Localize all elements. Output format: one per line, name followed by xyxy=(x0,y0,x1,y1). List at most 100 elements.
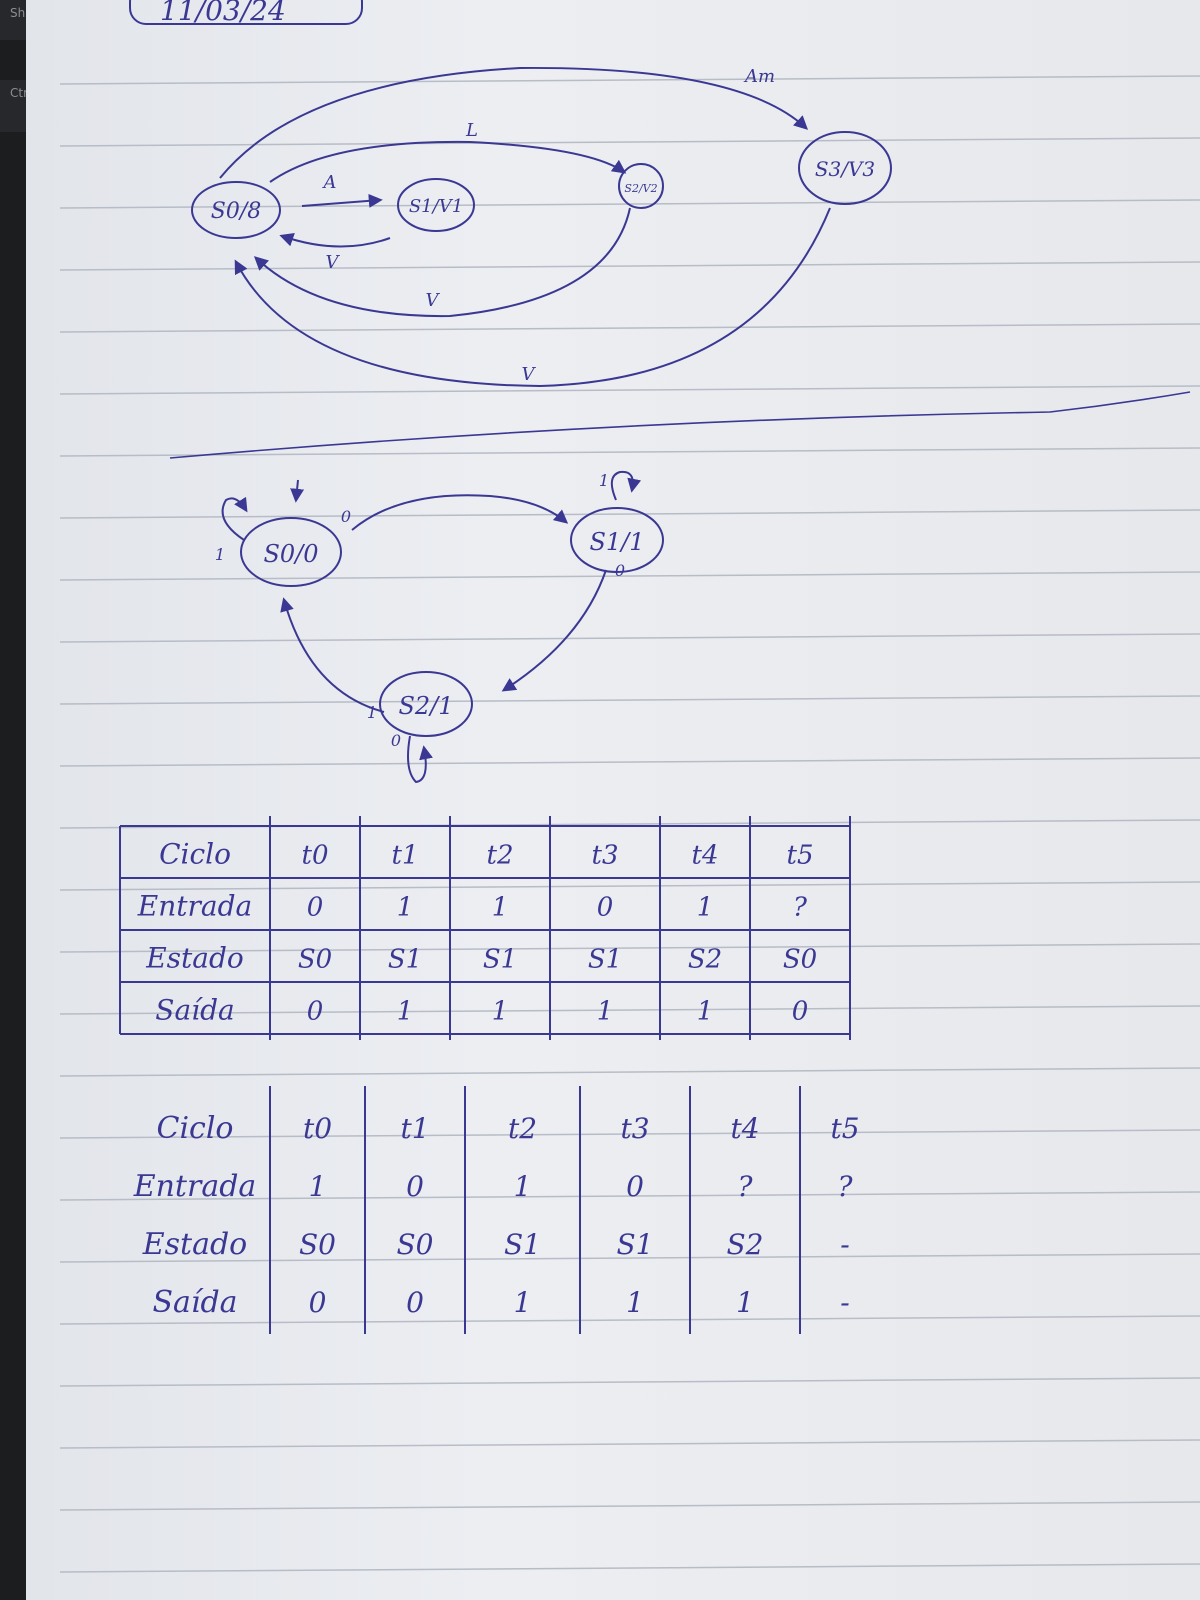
state-label-s2: S2/1 xyxy=(398,692,453,720)
ruled-line xyxy=(59,447,1200,457)
table-cell: Ciclo xyxy=(156,1111,233,1146)
state-label-s1: S1/1 xyxy=(589,528,644,556)
table-cell: 0 xyxy=(307,892,324,922)
state-circle xyxy=(618,163,664,209)
transition-label: 0 xyxy=(615,561,625,580)
ruled-line xyxy=(59,509,1200,519)
table-cell: Entrada xyxy=(133,1169,257,1204)
ruled-line xyxy=(59,943,1200,953)
table-cell: 1 xyxy=(697,892,714,922)
table-cell: 1 xyxy=(514,1170,532,1203)
table-cell: ? xyxy=(793,892,808,922)
table-cell: t1 xyxy=(392,840,419,870)
transition-label: V xyxy=(426,290,441,311)
transition-label: 1 xyxy=(367,703,377,722)
table-cell: 1 xyxy=(492,996,509,1026)
table-cell: t4 xyxy=(692,840,719,870)
scribble-line xyxy=(169,391,1191,459)
date-box: 11/03/24 xyxy=(129,0,363,27)
ruled-line xyxy=(59,75,1200,85)
state-circle xyxy=(570,507,664,573)
table-cell: S0 xyxy=(783,944,817,974)
date-text: 11/03/24 xyxy=(160,0,286,27)
ruled-line xyxy=(59,1563,1200,1573)
ruled-line xyxy=(59,757,1200,767)
ruled-line xyxy=(59,1501,1200,1511)
diagram-1 xyxy=(191,66,892,388)
table-cell: - xyxy=(840,1228,849,1261)
table-cell: 1 xyxy=(736,1286,754,1319)
table-cell: 0 xyxy=(792,996,809,1026)
table-cell: 1 xyxy=(309,1170,327,1203)
table-cell: S1 xyxy=(617,1228,654,1261)
table-cell: S2 xyxy=(688,944,722,974)
ruled-lines xyxy=(59,75,1200,1573)
ruled-line xyxy=(59,1129,1200,1139)
diagram-2 xyxy=(221,470,664,784)
ruled-line xyxy=(59,1253,1200,1263)
table-cell: 0 xyxy=(406,1286,424,1319)
ruled-line xyxy=(59,137,1200,147)
transition-label: 0 xyxy=(341,507,351,526)
table-cell: Saída xyxy=(155,993,234,1026)
table-cell: 1 xyxy=(514,1286,532,1319)
ruled-line xyxy=(59,1067,1200,1077)
table-cell: Saída xyxy=(152,1285,237,1320)
table-cell: Ciclo xyxy=(159,837,231,870)
table-cell: t5 xyxy=(787,840,814,870)
table-cell: 1 xyxy=(597,996,614,1026)
transition-label: 1 xyxy=(599,471,609,490)
state-circle xyxy=(191,181,281,239)
table-cell: t5 xyxy=(830,1112,859,1145)
table-cell: S1 xyxy=(504,1228,541,1261)
edge-s2-self xyxy=(407,735,433,784)
table-cell: S0 xyxy=(298,944,332,974)
state-circle xyxy=(397,178,475,232)
table-cell: t3 xyxy=(592,840,619,870)
ruled-line xyxy=(59,1439,1200,1449)
start-arrow xyxy=(290,479,305,503)
state-label-s0: S0/0 xyxy=(263,540,318,568)
ruled-line xyxy=(59,323,1200,333)
transition-label: V xyxy=(326,252,341,273)
table-cell: S1 xyxy=(588,944,622,974)
edge-s0-s2 xyxy=(269,140,627,183)
table-cell: ? xyxy=(837,1170,853,1203)
edge-s1-s0 xyxy=(279,233,391,248)
ruled-line xyxy=(59,881,1200,891)
edge-s0-s1 xyxy=(351,494,569,531)
table-cell: 0 xyxy=(597,892,614,922)
ruled-line xyxy=(59,571,1200,581)
table-cell: S1 xyxy=(483,944,517,974)
ruled-line xyxy=(59,1377,1200,1387)
table-cell: t3 xyxy=(620,1112,649,1145)
table-cell: t0 xyxy=(303,1112,332,1145)
table-cell: 0 xyxy=(309,1286,327,1319)
transition-label: V xyxy=(522,364,537,385)
edge-s0-s1 xyxy=(301,193,383,208)
transition-label: 1 xyxy=(215,545,225,564)
edge-s2-s0 xyxy=(280,597,385,713)
table-cell: Estado xyxy=(145,941,244,974)
table-cell: 1 xyxy=(626,1286,644,1319)
table-cell: t2 xyxy=(508,1112,537,1145)
ruled-line xyxy=(59,1191,1200,1201)
edge-s0-self xyxy=(221,496,248,541)
ruled-line xyxy=(59,1315,1200,1325)
table-cell: 0 xyxy=(626,1170,644,1203)
table-cell: ? xyxy=(737,1170,753,1203)
edge-s1-self xyxy=(610,470,642,501)
table-cell: Entrada xyxy=(137,889,252,922)
table-cell: - xyxy=(840,1286,849,1319)
table-cell: 1 xyxy=(697,996,714,1026)
edge-s0-s3 xyxy=(219,66,809,179)
ruled-line xyxy=(59,261,1200,271)
table-cell: 0 xyxy=(406,1170,424,1203)
table-cell: S2 xyxy=(727,1228,764,1261)
table-cell: S0 xyxy=(299,1228,336,1261)
state-label-s0: S0/8 xyxy=(211,199,261,224)
table-cell: S0 xyxy=(397,1228,434,1261)
transition-label: Am xyxy=(743,66,775,87)
table-cell: t1 xyxy=(400,1112,429,1145)
